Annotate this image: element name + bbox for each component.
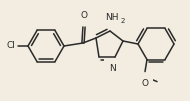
Text: O: O [81,11,88,20]
Text: N: N [109,64,115,73]
Text: O: O [142,79,149,88]
Text: NH: NH [105,13,119,22]
Text: 2: 2 [121,18,125,24]
Text: Cl: Cl [6,42,15,50]
